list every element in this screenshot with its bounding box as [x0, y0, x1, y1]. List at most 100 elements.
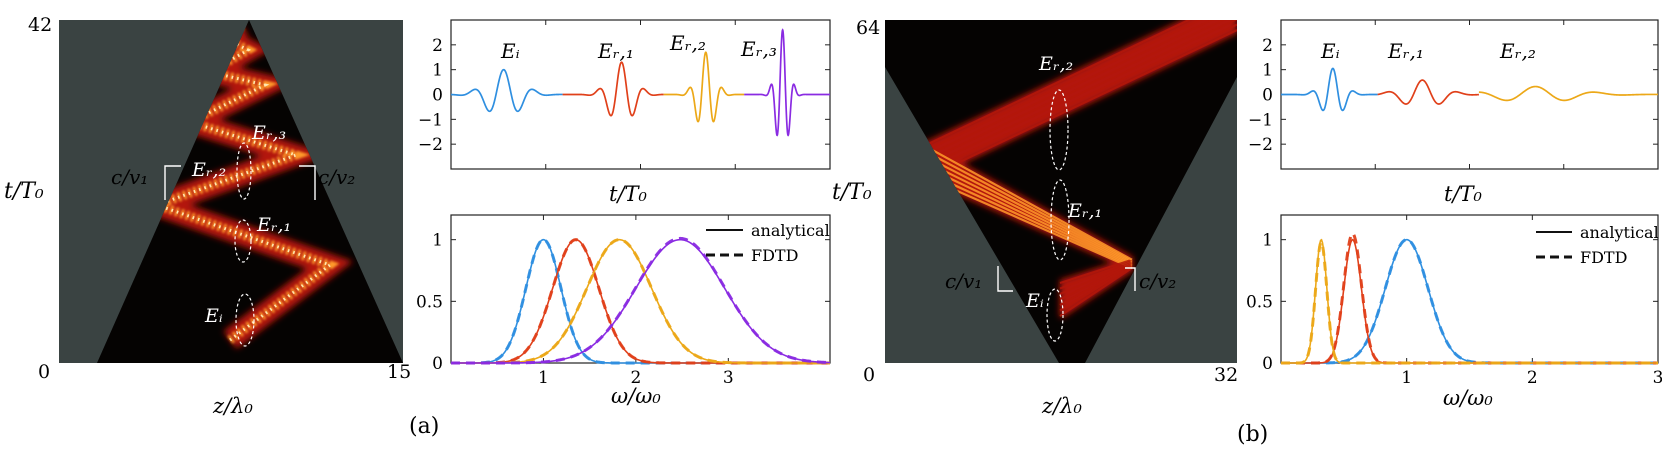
panel-b-ylabel: t/T₀: [832, 180, 872, 205]
a-time-curve-1: [562, 61, 664, 117]
b-spec-xtick-label-2: 3: [1653, 368, 1662, 388]
b-time-ytick-label-0: 2: [1262, 36, 1273, 56]
panel-a-bracket-right: [299, 165, 316, 200]
panel-a-time-xlabel: t/T₀: [609, 182, 648, 206]
b-time-curve-1: [1377, 79, 1479, 105]
panel-b-stripe-12: [1059, 261, 1133, 296]
panel-b-stripe-8: [904, 20, 1237, 178]
panel-b-label-er2: Eᵣ,₂: [1038, 53, 1073, 75]
a-time-curve-3: [744, 28, 830, 137]
a-time-ytick-label-1: 1: [432, 61, 443, 81]
panel-a-slope-left: c/v₁: [111, 165, 148, 189]
panel-a-spacetime: Eᵢ Eᵣ,₁ Eᵣ,₂ Eᵣ,₃ c/v₁ c/v₂ 42 0 t/T₀ z/…: [4, 14, 439, 439]
panel-a-ellipse-ei: [235, 293, 255, 347]
a-time-ytick-label-0: 2: [432, 36, 443, 56]
panel-a-time-label-er3: Eᵣ,₃: [740, 37, 777, 61]
panel-a-label: (a): [409, 414, 439, 439]
panel-b-light-cone: [885, 20, 1237, 363]
b-time-ytick-label-2: 0: [1262, 86, 1273, 106]
panel-a-z-max: 15: [387, 361, 411, 383]
a-time-ytick-label-3: −1: [418, 110, 443, 130]
panel-b-legend-analytical: analytical: [1580, 223, 1659, 242]
panel-b-legend-fdtd: FDTD: [1580, 248, 1627, 267]
panel-b-label-er1: Eᵣ,₁: [1067, 200, 1102, 222]
panel-a-legend-fdtd: FDTD: [751, 246, 798, 265]
panel-b-z-max: 32: [1214, 364, 1238, 386]
panel-b-t-min: 0: [863, 364, 875, 386]
panel-a-label-ei: Eᵢ: [204, 305, 223, 327]
panel-a-label-er3: Eᵣ,₃: [251, 122, 286, 144]
panel-a-time-plot: 2 1 0 −1 −2 t/T₀ Eᵢ Eᵣ,₁ Eᵣ,₂ Eᵣ,₃: [418, 19, 831, 206]
panel-b-label-ei: Eᵢ: [1025, 290, 1044, 312]
panel-b-stripe-19: [904, 134, 1133, 261]
b-spec-fdtd-2: [1281, 240, 1658, 365]
a-time-ytick-label-4: −2: [418, 135, 443, 155]
panel-b-stripe-18: [1059, 258, 1133, 285]
b-time-curve-2: [1478, 85, 1658, 102]
panel-b-stripe-9: [1059, 262, 1133, 301]
panel-b-time-label-er1: Eᵣ,₁: [1387, 39, 1424, 63]
panel-b-t-max: 64: [856, 17, 880, 39]
panel-a-t-min: 0: [38, 361, 50, 383]
a-time-curve-0: [451, 68, 563, 113]
panel-b-time-xlabel: t/T₀: [1444, 182, 1483, 206]
panel-a-slope-right: c/v₂: [318, 165, 355, 189]
panel-b-stripe-20: [904, 20, 1237, 156]
panel-b-stripe-14: [904, 20, 1237, 167]
panel-a-ellipse-er1: [234, 219, 252, 263]
a-spec-xtick-label-0: 1: [538, 368, 549, 388]
panel-b-stripe-17: [904, 20, 1237, 162]
panel-a-label-er2: Eᵣ,₂: [191, 159, 226, 181]
panel-b-time-plot: 2 1 0 −1 −2 t/T₀ Eᵢ Eᵣ,₁ Eᵣ,₂: [1248, 19, 1659, 206]
b-spec-ytick-label-0: 0: [1262, 354, 1273, 374]
panel-b-bracket-right: [1125, 267, 1136, 291]
panel-b-spacetime: Eᵢ Eᵣ,₁ Eᵣ,₂ c/v₁ c/v₂ 64 0 t/T₀ z/λ₀ 32…: [832, 17, 1268, 447]
b-time-ytick-label-1: 1: [1262, 61, 1273, 81]
panel-b-spectrum-xlabel: ω/ω₀: [1443, 386, 1493, 410]
a-spec-fdtd-3: [451, 236, 831, 365]
a-spec-ytick-label-2: 1: [432, 231, 443, 251]
a-spec-ytick-label-0: 0: [432, 354, 443, 374]
panel-b-stripe-3: [1059, 265, 1133, 312]
a-time-ytick-label-2: 0: [432, 86, 443, 106]
panel-b-time-label-ei: Eᵢ: [1320, 39, 1340, 63]
panel-b-ellipse-ei: [1046, 288, 1064, 342]
panel-a-bracket-left: [164, 165, 181, 200]
panel-b-stripe-15: [1059, 260, 1133, 290]
panel-b-stripe-6: [1059, 264, 1133, 306]
b-spec-ytick-label-2: 1: [1262, 231, 1273, 251]
panel-a-ylabel: t/T₀: [4, 179, 44, 204]
panel-b-xlabel: z/λ₀: [1041, 394, 1082, 418]
b-time-ytick-label-4: −2: [1248, 135, 1273, 155]
panel-b-stripe-11: [904, 20, 1237, 173]
b-spec-ytick-label-1: 0.5: [1246, 292, 1273, 312]
panel-b-label: (b): [1237, 422, 1268, 447]
panel-a-ellipse-er2: [236, 142, 252, 200]
panel-a-label-er1: Eᵣ,₁: [256, 214, 291, 236]
panel-a-time-label-ei: Eᵢ: [500, 39, 520, 63]
b-time-curve-0: [1281, 67, 1378, 112]
a-spec-xtick-label-2: 3: [723, 368, 734, 388]
panel-b-spectrum-plot: 0 0.5 1 1 2 3 ω/ω₀ analytical FDTD: [1246, 214, 1662, 410]
a-spec-ytick-label-1: 0.5: [416, 292, 443, 312]
panel-b-stripe-2: [904, 29, 1237, 189]
panel-b-ellipse-er2: [1049, 89, 1069, 171]
panel-a-spectrum-xlabel: ω/ω₀: [611, 384, 661, 408]
panel-b-stripe-5: [904, 23, 1237, 184]
a-spec-xtick-label-1: 2: [630, 368, 641, 388]
panel-a-xlabel: z/λ₀: [212, 394, 253, 418]
panel-b-ellipse-er1: [1050, 179, 1070, 261]
panel-a-time-label-er1: Eᵣ,₁: [597, 39, 634, 63]
panel-a-legend-analytical: analytical: [751, 221, 830, 240]
panel-b-slope-left: c/v₁: [945, 269, 982, 293]
panel-b-stripe-0: [1059, 267, 1133, 317]
b-spec-xtick-label-0: 1: [1401, 368, 1412, 388]
panel-b-slope-right: c/v₂: [1139, 269, 1176, 293]
a-time-curve-2: [663, 51, 745, 123]
panel-b-bracket-left: [997, 266, 1013, 292]
panel-a-spectrum-plot: 0 0.5 1 1 2 3 ω/ω₀ analytical FDTD: [416, 214, 831, 408]
b-spec-xtick-label-1: 2: [1527, 368, 1538, 388]
panel-b-time-label-er2: Eᵣ,₂: [1499, 39, 1536, 63]
b-time-ytick-label-3: −1: [1248, 110, 1273, 130]
